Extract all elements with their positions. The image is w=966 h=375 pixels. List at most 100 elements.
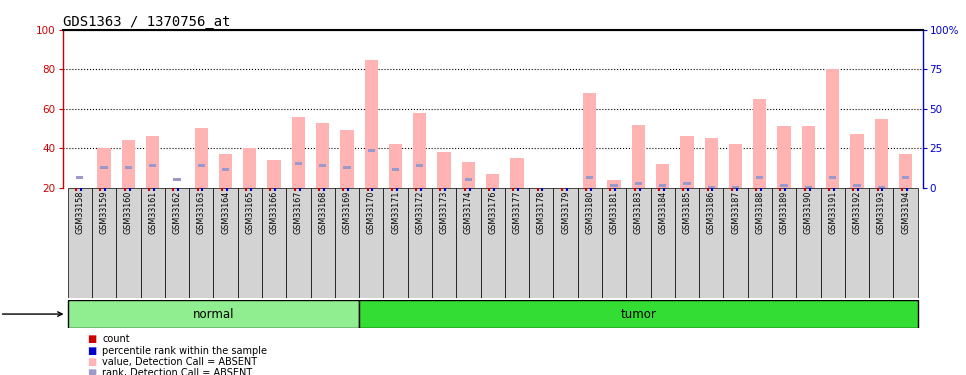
Bar [486, 174, 499, 188]
Bar [707, 186, 715, 189]
Bar [874, 118, 888, 188]
Bar [902, 176, 909, 179]
Text: GSM33189: GSM33189 [780, 191, 788, 234]
Bar [480, 188, 505, 298]
Bar [537, 204, 545, 207]
Bar [319, 164, 327, 167]
Bar [462, 162, 475, 188]
Bar [635, 182, 642, 185]
Bar [165, 188, 189, 298]
Text: GSM33183: GSM33183 [634, 191, 643, 234]
Bar [608, 180, 621, 188]
Bar [194, 128, 208, 188]
Bar [364, 60, 378, 188]
Bar [122, 140, 135, 188]
Bar [268, 160, 281, 188]
Bar [340, 130, 354, 188]
Bar [98, 148, 111, 188]
Bar [149, 164, 156, 167]
Bar [650, 188, 675, 298]
Bar [829, 176, 837, 179]
Text: GSM33169: GSM33169 [342, 191, 352, 234]
Bar [675, 188, 699, 298]
Bar [292, 117, 305, 188]
Text: GSM33160: GSM33160 [124, 191, 133, 234]
Bar [845, 188, 869, 298]
Text: GSM33191: GSM33191 [828, 191, 838, 234]
Bar [578, 188, 602, 298]
Bar [869, 188, 894, 298]
Bar [262, 188, 286, 298]
Bar [310, 188, 335, 298]
Bar [583, 93, 596, 188]
Bar [146, 136, 159, 188]
Text: GSM33178: GSM33178 [537, 191, 546, 234]
Bar [68, 300, 359, 328]
Bar [680, 136, 694, 188]
Bar [295, 162, 302, 165]
Text: ■: ■ [87, 368, 97, 375]
Bar [659, 184, 667, 187]
Bar [805, 186, 812, 189]
Text: normal: normal [192, 308, 234, 321]
Bar [125, 166, 132, 169]
Text: GSM33167: GSM33167 [294, 191, 303, 234]
Text: GSM33166: GSM33166 [270, 191, 278, 234]
Bar [802, 126, 815, 188]
Text: GSM33190: GSM33190 [804, 191, 812, 234]
Text: GSM33172: GSM33172 [415, 191, 424, 234]
Bar [456, 188, 480, 298]
Bar [92, 188, 116, 298]
Text: count: count [102, 334, 130, 344]
Bar [772, 188, 796, 298]
Bar [432, 188, 456, 298]
Bar [826, 69, 839, 188]
Text: GSM33180: GSM33180 [585, 191, 594, 234]
Text: GSM33170: GSM33170 [367, 191, 376, 234]
Bar [611, 184, 618, 187]
Text: percentile rank within the sample: percentile rank within the sample [102, 346, 268, 355]
Bar [335, 188, 359, 298]
Text: GSM33184: GSM33184 [658, 191, 668, 234]
Bar [778, 126, 791, 188]
Bar [850, 134, 864, 188]
Text: GSM33194: GSM33194 [901, 191, 910, 234]
Bar [562, 206, 569, 209]
Text: ■: ■ [87, 334, 97, 344]
Bar [529, 188, 554, 298]
Bar [116, 188, 140, 298]
Bar [586, 176, 593, 179]
Bar [728, 144, 742, 188]
Bar [198, 164, 205, 167]
Bar [602, 188, 626, 298]
Text: GSM33164: GSM33164 [221, 191, 230, 234]
Bar [189, 188, 213, 298]
Bar [465, 178, 472, 181]
Bar [513, 202, 521, 205]
Text: GSM33188: GSM33188 [755, 191, 764, 234]
Text: GSM33162: GSM33162 [173, 191, 182, 234]
Text: rank, Detection Call = ABSENT: rank, Detection Call = ABSENT [102, 368, 253, 375]
Text: GSM33163: GSM33163 [197, 191, 206, 234]
Bar [173, 178, 181, 181]
Bar [316, 123, 329, 188]
Bar [359, 188, 384, 298]
Text: GSM33192: GSM33192 [852, 191, 862, 234]
Text: GSM33158: GSM33158 [75, 191, 84, 234]
Bar [781, 184, 787, 187]
Bar [413, 112, 426, 188]
Text: ■: ■ [87, 346, 97, 355]
Bar [489, 216, 497, 219]
Text: value, Detection Call = ABSENT: value, Detection Call = ABSENT [102, 357, 258, 367]
Bar [796, 188, 820, 298]
Bar [704, 138, 718, 188]
Bar [416, 164, 423, 167]
Bar [699, 188, 724, 298]
Bar [384, 188, 408, 298]
Bar [753, 99, 766, 188]
Bar [505, 188, 529, 298]
Bar [820, 188, 845, 298]
Text: GSM33186: GSM33186 [707, 191, 716, 234]
Bar [632, 124, 645, 188]
Text: GSM33185: GSM33185 [682, 191, 692, 234]
